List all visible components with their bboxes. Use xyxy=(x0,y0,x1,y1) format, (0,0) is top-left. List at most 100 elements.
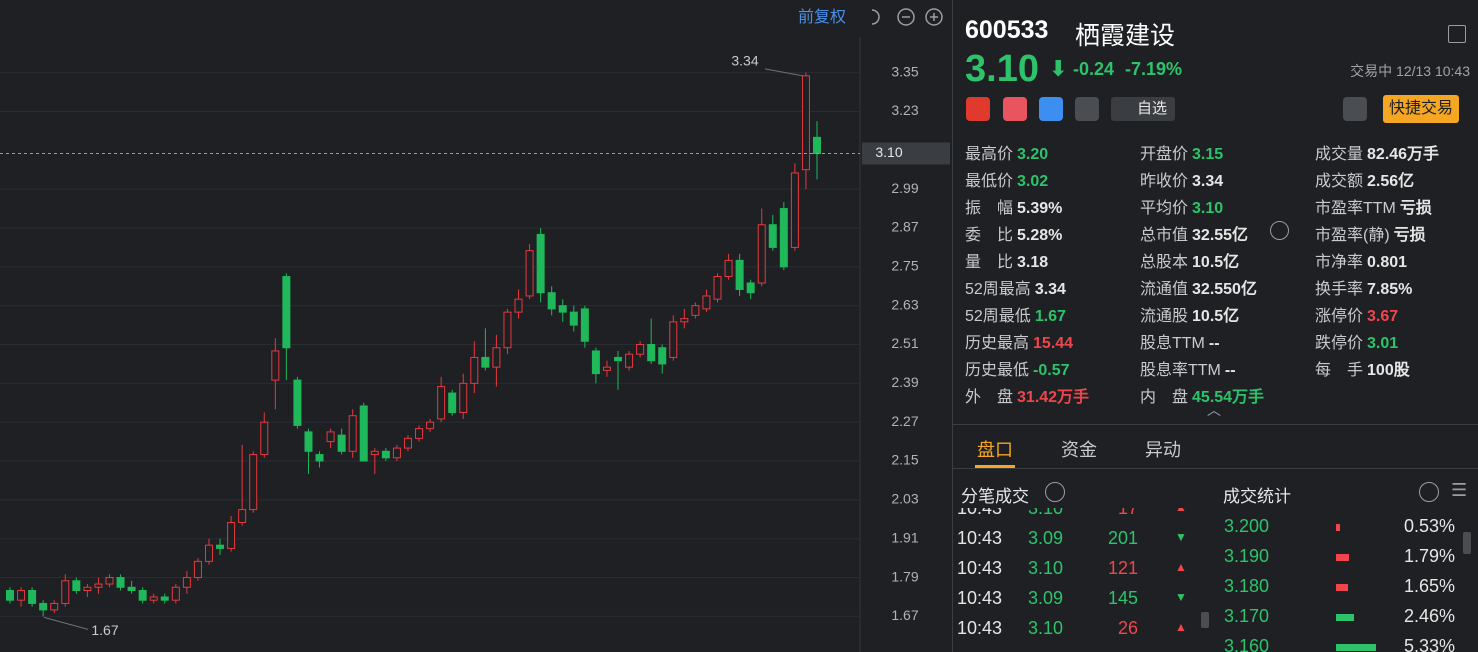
candle-body xyxy=(525,250,534,297)
bell-button[interactable] xyxy=(1343,97,1367,121)
trade-arrow: ▼ xyxy=(1175,530,1187,544)
candle-body xyxy=(724,259,733,278)
candle-body xyxy=(304,431,313,452)
y-tick-label: 2.75 xyxy=(891,258,918,274)
scroll-thumb xyxy=(1463,532,1471,554)
tab-underline xyxy=(975,465,1015,468)
candle-body xyxy=(83,586,92,592)
trade-time: 10:43 xyxy=(957,508,1003,518)
candle-body xyxy=(204,544,213,562)
candle-body xyxy=(779,208,788,268)
last-price: 3.10 xyxy=(965,48,1039,90)
candle-body xyxy=(536,233,545,294)
stat-value: 3.02 xyxy=(1017,173,1049,190)
kline-chart: 前复权 3.35 3.23 2.99 2.87 2.75 2.63 2.51 2.39 2.27… xyxy=(0,8,950,652)
stat-value: 32.55亿 xyxy=(1192,227,1249,244)
y-tick-label: 1.91 xyxy=(891,529,918,545)
stat-value: 亏损 xyxy=(1393,227,1426,244)
tag-icon xyxy=(1039,97,1063,121)
candle-body xyxy=(746,282,755,294)
stat-label: 开盘价 xyxy=(1140,146,1189,163)
dist-bar xyxy=(1336,644,1376,651)
tab[interactable]: 盘口 xyxy=(977,440,1013,460)
stat-row: 市盈率TTM 亏损 xyxy=(1315,194,1432,218)
stat-value: 5.28% xyxy=(1017,227,1063,244)
list-icon[interactable]: ☰ xyxy=(1451,480,1468,500)
y-tick-label: 2.03 xyxy=(891,491,918,507)
zoom-out-icon[interactable] xyxy=(897,8,915,26)
candle-body xyxy=(680,318,689,323)
candle-body xyxy=(149,596,158,601)
watch-button[interactable]: 自选 xyxy=(1111,97,1176,121)
stat-label: 历史最高 xyxy=(965,335,1030,352)
candle-body xyxy=(470,356,479,384)
stat-value: 15.44 xyxy=(1033,335,1074,352)
zoom-in-icon[interactable] xyxy=(925,8,943,26)
candle-body xyxy=(260,421,269,456)
help-icon[interactable] xyxy=(1045,482,1065,502)
stat-row: 股息率TTM -- xyxy=(1140,356,1236,380)
candle-body xyxy=(503,311,512,349)
candle-body xyxy=(249,454,258,511)
stock-code: 600533 xyxy=(965,16,1049,44)
y-tick-label: 2.39 xyxy=(891,374,918,390)
candle-body xyxy=(61,580,70,604)
stat-label: 内 盘 xyxy=(1140,389,1189,406)
expand-caret[interactable]: ︿ xyxy=(1207,402,1221,418)
stat-label: 市盈率TTM xyxy=(1315,200,1396,217)
annotation-line xyxy=(43,616,89,630)
reset-icon[interactable] xyxy=(871,9,880,25)
stat-row: 市盈率(静) 亏损 xyxy=(1315,221,1426,245)
trade-volume: 17 xyxy=(1117,508,1138,518)
trade-time: 10:43 xyxy=(957,588,1003,608)
stat-row: 开盘价 3.15 xyxy=(1140,140,1223,164)
candle-body xyxy=(238,509,247,524)
stat-row: 内 盘 45.54万手 xyxy=(1140,383,1264,407)
more-icon[interactable] xyxy=(1419,482,1439,502)
candle-body xyxy=(580,308,589,342)
trade-button[interactable]: 快捷交易 xyxy=(1383,95,1460,123)
stat-label: 52周最高 xyxy=(965,281,1031,298)
candle-body xyxy=(315,454,324,462)
candle-body xyxy=(569,311,578,326)
candle-body xyxy=(6,590,14,601)
trade-volume: 201 xyxy=(1107,528,1138,548)
tab[interactable]: 异动 xyxy=(1145,440,1181,460)
stat-row: 历史最低 -0.57 xyxy=(965,356,1069,380)
candle-body xyxy=(105,577,114,585)
trade-price: 3.09 xyxy=(1028,588,1064,608)
stat-value: 2.56亿 xyxy=(1367,173,1415,190)
scroll-thumb xyxy=(1201,612,1209,628)
candle-body xyxy=(602,366,611,371)
dist-share: 1.79% xyxy=(1403,546,1455,566)
section-title: 分笔成交 xyxy=(961,487,1029,506)
candle-body xyxy=(94,583,103,588)
y-tick-label: 1.79 xyxy=(891,568,918,584)
stat-value: 45.54万手 xyxy=(1192,389,1265,406)
candle-body xyxy=(426,421,435,430)
stat-value: 31.42万手 xyxy=(1017,389,1090,406)
stat-label: 振 幅 xyxy=(965,200,1014,217)
candle-body xyxy=(50,602,59,611)
panel-menu[interactable] xyxy=(1448,25,1466,43)
stat-value: 3.15 xyxy=(1192,146,1224,163)
candle-body xyxy=(403,437,412,449)
candle-body xyxy=(790,172,799,248)
tab[interactable]: 资金 xyxy=(1061,440,1097,460)
stat-label: 昨收价 xyxy=(1140,173,1189,190)
candle-body xyxy=(72,580,81,592)
more-icon[interactable] xyxy=(1270,221,1289,240)
candle-body xyxy=(415,428,424,439)
last-price-box xyxy=(862,142,950,165)
candle-body xyxy=(160,596,169,601)
candle-body xyxy=(492,347,501,368)
candle-body xyxy=(39,602,48,611)
candle-body xyxy=(171,586,180,601)
adjust-toggle[interactable]: 前复权 xyxy=(798,8,846,26)
stat-label: 最低价 xyxy=(965,173,1014,190)
candle-body xyxy=(813,136,821,155)
stat-row: 振 幅 5.39% xyxy=(965,194,1062,218)
stat-value: 10.5亿 xyxy=(1192,254,1240,271)
stat-row: 52周最高 3.34 xyxy=(965,275,1066,299)
dist-price: 3.200 xyxy=(1224,516,1270,536)
